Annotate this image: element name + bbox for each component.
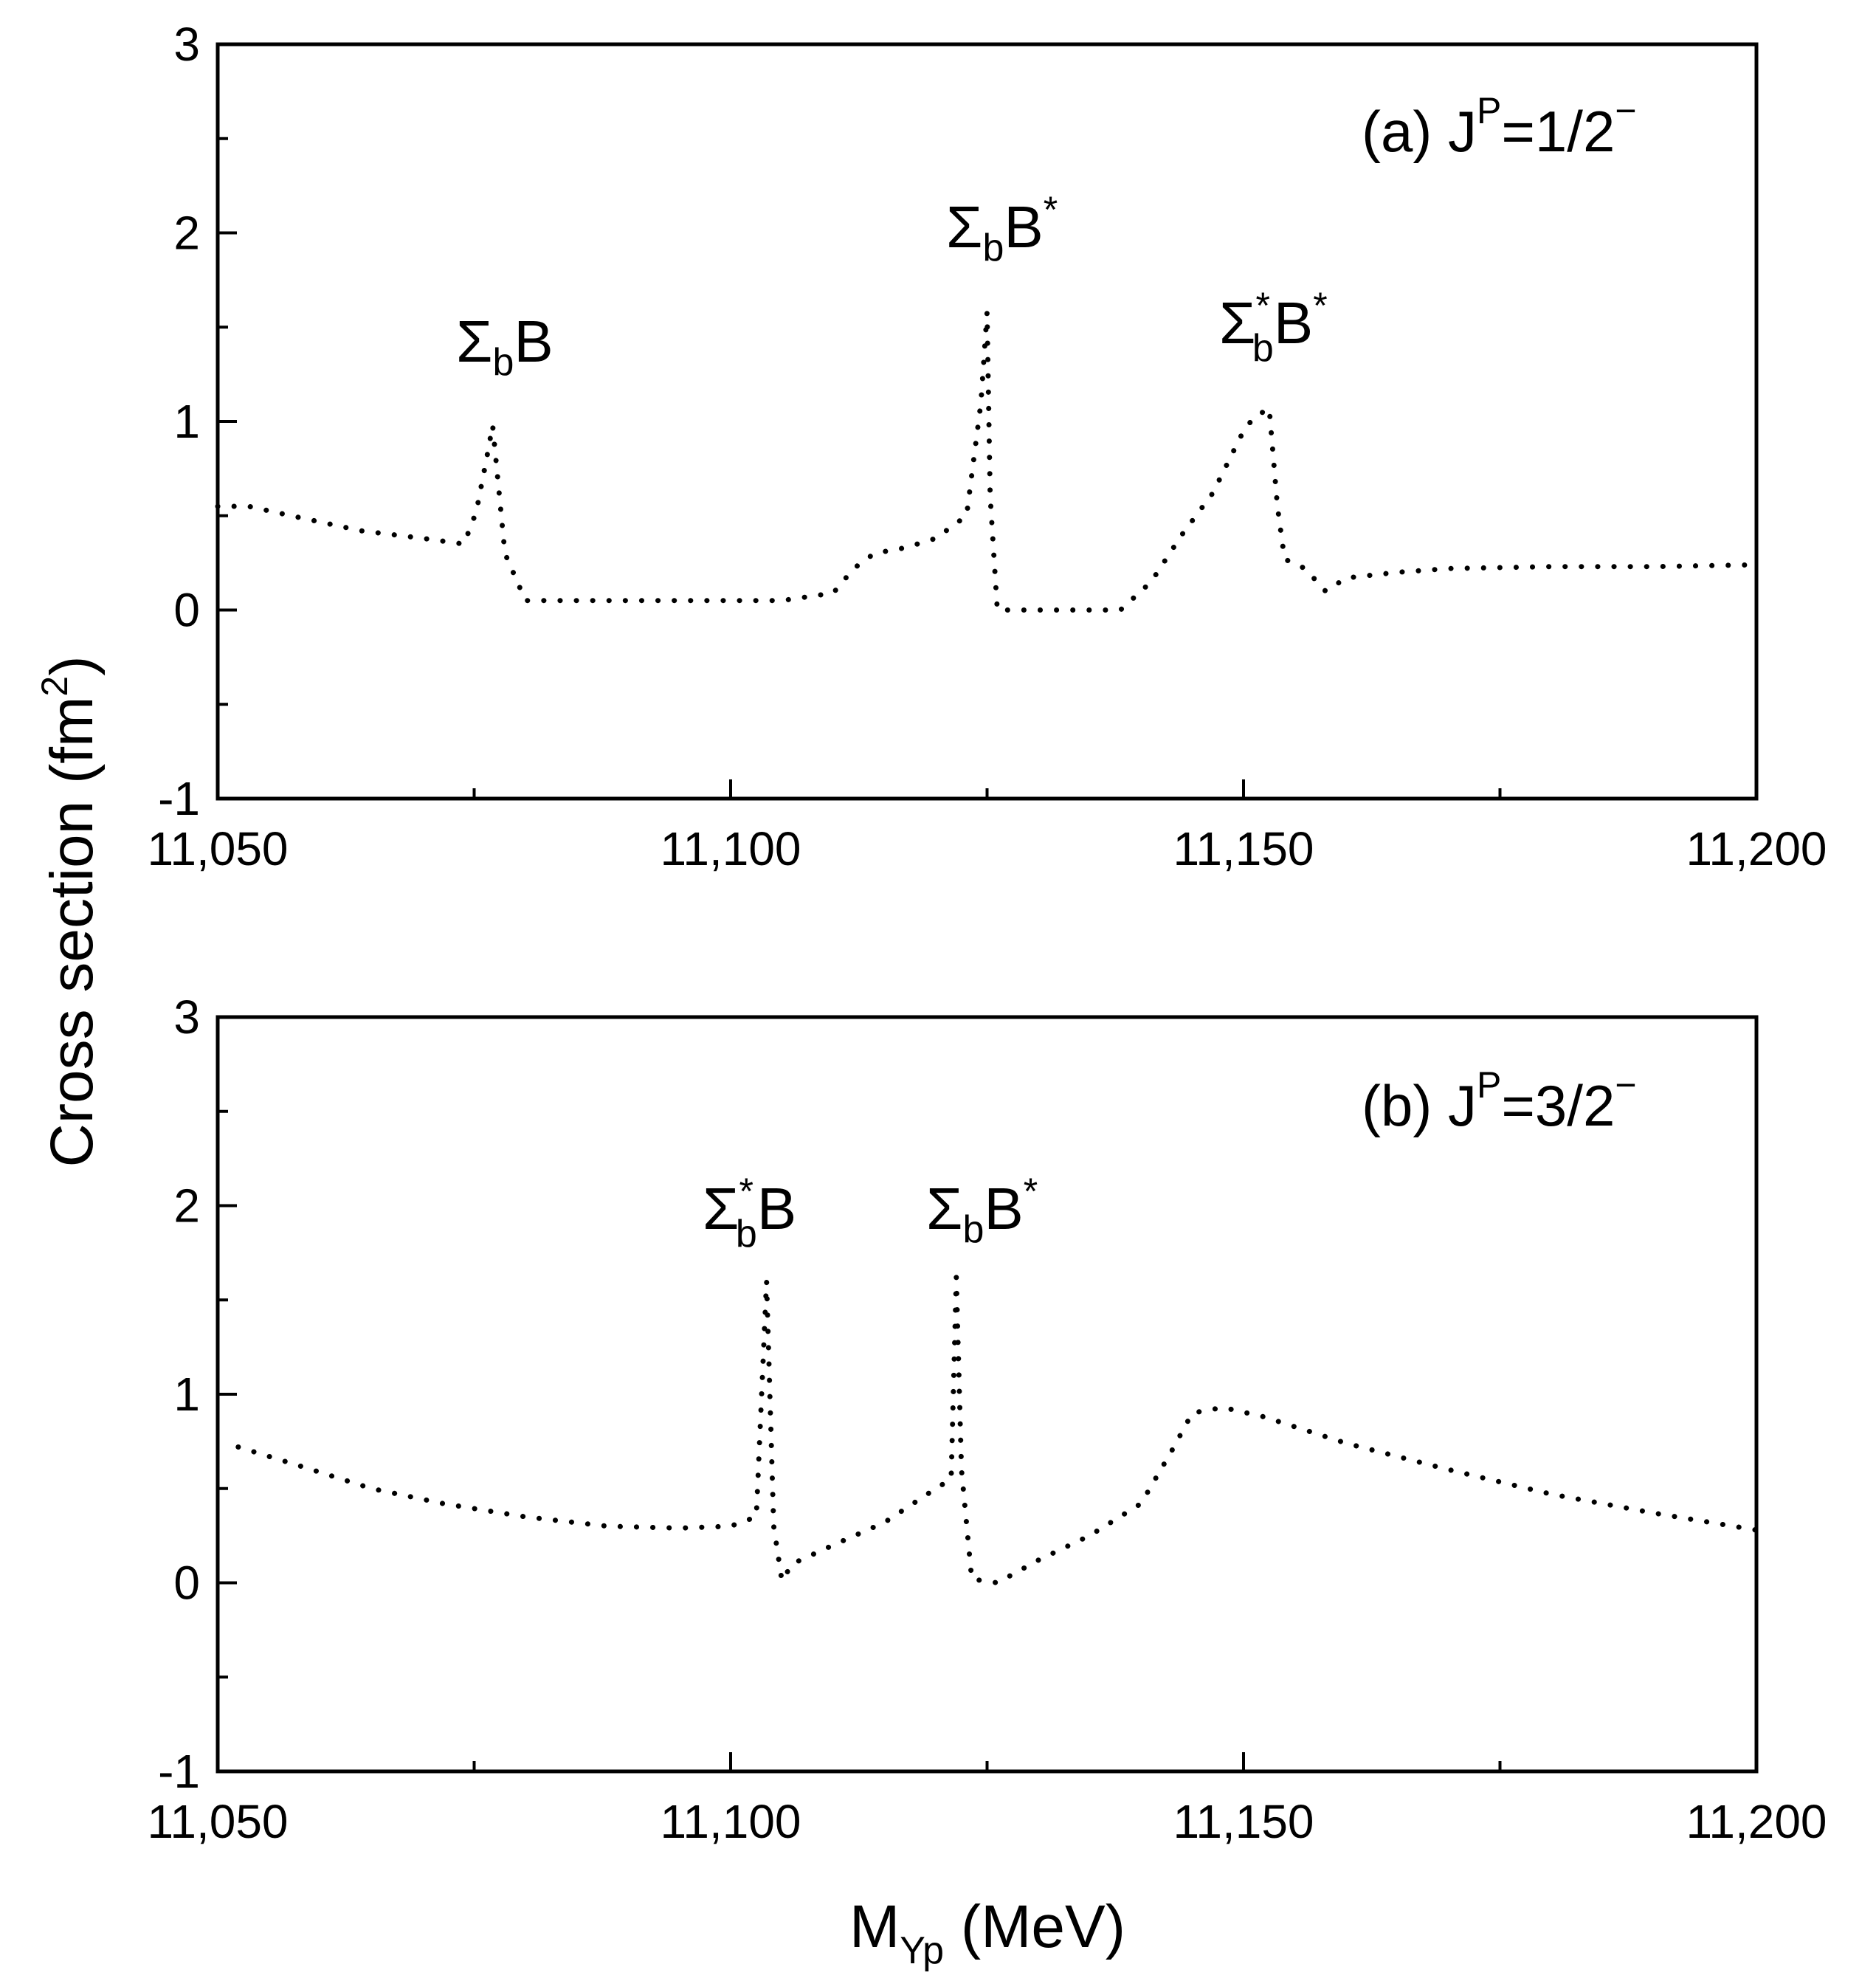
panel-label-b: (b) JP=3/2− xyxy=(1362,1064,1637,1138)
y-tick-label: 0 xyxy=(173,1557,200,1610)
y-ticks-a: -1 0 1 2 3 xyxy=(158,18,237,825)
x-tick-label: 11,100 xyxy=(661,822,801,875)
series-line-b xyxy=(235,1277,1759,1589)
threshold-label-sigmastar-b-bstar: Σ* bB* xyxy=(1219,285,1328,370)
x-ticks-b: 11,050 11,100 11,150 11,200 xyxy=(148,1752,1827,1848)
y-tick-label: -1 xyxy=(158,1745,200,1798)
panel-label-a: (a) JP=1/2− xyxy=(1362,90,1637,164)
y-tick-label: 2 xyxy=(173,1179,200,1233)
y-tick-label: -1 xyxy=(158,772,200,825)
y-tick-label: 3 xyxy=(173,990,200,1044)
x-tick-label: 11,150 xyxy=(1173,1795,1314,1848)
x-tick-label: 11,050 xyxy=(148,1795,289,1848)
y-tick-label: 0 xyxy=(173,584,200,637)
y-tick-label: 1 xyxy=(173,395,200,448)
series-line-a xyxy=(215,311,1759,613)
x-tick-label: 11,100 xyxy=(661,1795,801,1848)
threshold-label-sigma-b-bstar: ΣbB* xyxy=(946,189,1058,269)
y-tick-label: 3 xyxy=(173,18,200,71)
y-tick-label: 1 xyxy=(173,1368,200,1421)
x-tick-label: 11,050 xyxy=(148,822,289,875)
threshold-label-sigmastar-b-b: Σ* bB xyxy=(703,1171,796,1255)
threshold-label-sigma-b-b: ΣbB xyxy=(456,309,554,384)
y-axis-title: Cross section (fm2) xyxy=(34,655,106,1167)
x-tick-label: 11,200 xyxy=(1686,822,1827,875)
x-ticks-a: 11,050 11,100 11,150 11,200 xyxy=(148,779,1827,875)
panel-b: -1 0 1 2 3 11,050 11,100 11,150 11,200 (b) JP=3… xyxy=(148,990,1827,1848)
y-tick-label: 2 xyxy=(173,207,200,260)
panel-a: -1 0 1 2 3 11,050 11,100 11,150 11,200 (a) JP=1… xyxy=(148,18,1827,875)
x-tick-label: 11,150 xyxy=(1173,822,1314,875)
y-ticks-b: -1 0 1 2 3 xyxy=(158,990,237,1798)
x-tick-label: 11,200 xyxy=(1686,1795,1827,1848)
threshold-label-sigma-b-bstar-b: ΣbB* xyxy=(926,1171,1038,1251)
x-axis-title: MYp (MeV) xyxy=(849,1893,1125,1972)
